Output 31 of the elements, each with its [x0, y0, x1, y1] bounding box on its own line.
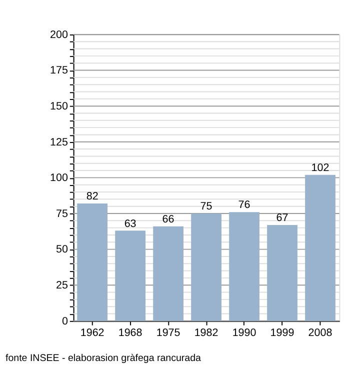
- bar: [153, 226, 184, 321]
- bar: [77, 203, 108, 321]
- data-label: 82: [86, 190, 98, 203]
- y-tick-label: 100: [50, 172, 68, 184]
- bar: [229, 212, 260, 321]
- y-tick-label: 200: [50, 28, 68, 41]
- x-tick-label: 1990: [232, 327, 256, 340]
- y-tick-label: 25: [56, 280, 68, 292]
- x-tick-label: 1962: [80, 327, 104, 340]
- source-note: fonte INSEE - elaborasion gràfega rancurada: [6, 353, 202, 364]
- x-tick-label: 1968: [118, 327, 142, 340]
- y-tick-label: 150: [50, 100, 68, 112]
- x-tick-label: 1975: [156, 327, 180, 340]
- x-tick-label: 1999: [270, 327, 294, 340]
- bar: [305, 174, 336, 321]
- bar: [191, 213, 222, 321]
- data-label: 63: [124, 218, 136, 230]
- x-tick-label: 1982: [194, 327, 218, 340]
- data-label: 76: [238, 199, 250, 212]
- data-label: 67: [276, 212, 288, 224]
- bar: [115, 230, 146, 321]
- data-label: 102: [311, 162, 330, 174]
- y-tick-label: 50: [56, 244, 68, 256]
- data-label: 75: [200, 200, 212, 213]
- y-tick-label: 125: [50, 136, 68, 148]
- bar: [267, 224, 298, 321]
- y-tick-label: 0: [62, 315, 68, 328]
- y-tick-label: 75: [56, 208, 68, 220]
- x-tick-label: 2008: [308, 327, 332, 340]
- data-label: 66: [162, 213, 174, 226]
- y-tick-label: 175: [50, 64, 68, 77]
